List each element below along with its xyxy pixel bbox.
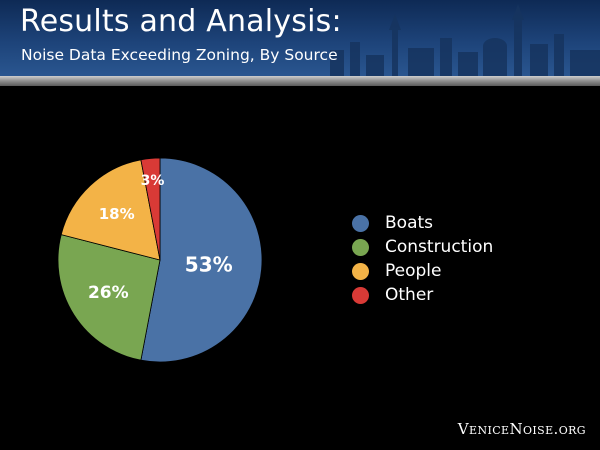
pie-slice-people	[60, 159, 161, 261]
pie-label-construction: 26%	[88, 283, 129, 303]
legend-swatch-boats	[352, 215, 369, 232]
pie-label-people: 18%	[99, 205, 135, 223]
legend-label-construction: Construction	[385, 237, 494, 257]
legend-label-other: Other	[385, 285, 434, 305]
site-name: VeniceNoise.org	[457, 420, 586, 438]
page-subtitle: Noise Data Exceeding Zoning, By Source	[21, 46, 338, 64]
legend-item-construction: Construction	[352, 236, 552, 260]
city-skyline-image	[330, 4, 600, 76]
legend-item-boats: Boats	[352, 212, 552, 236]
legend-item-other: Other	[352, 284, 552, 308]
page-title: Results and Analysis:	[20, 4, 342, 39]
pie-slice-boats	[140, 157, 263, 363]
pie-slice-construction	[57, 234, 161, 361]
legend-label-boats: Boats	[385, 213, 434, 233]
pie-label-boats: 53%	[185, 253, 233, 277]
pie-slice-other	[140, 157, 161, 261]
legend-item-people: People	[352, 260, 552, 284]
legend-swatch-construction	[352, 239, 369, 256]
header-banner: Results and Analysis: Noise Data Exceedi…	[0, 0, 600, 76]
legend-label-people: People	[385, 261, 442, 281]
legend-swatch-other	[352, 287, 369, 304]
pie-chart: 53% 26% 18% 3%	[57, 157, 263, 363]
header-divider	[0, 76, 600, 86]
legend-swatch-people	[352, 263, 369, 280]
pie-label-other: 3%	[141, 173, 165, 189]
chart-legend: Boats Construction People Other	[352, 212, 552, 308]
